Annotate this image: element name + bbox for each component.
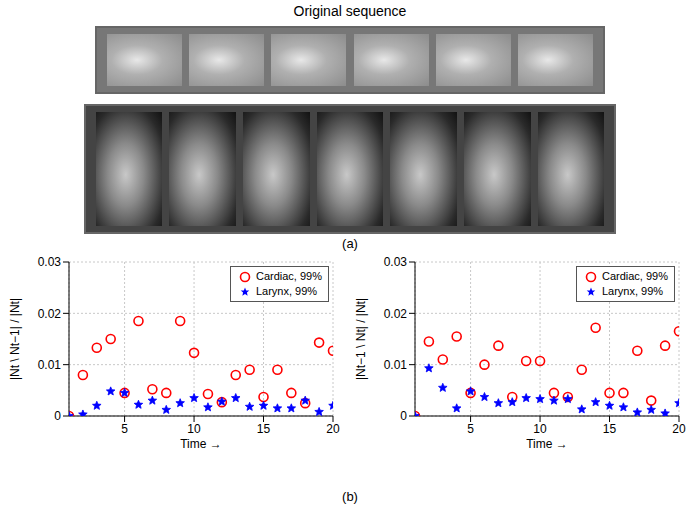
html-text:Cardiac, 99%: Cardiac, 99%	[256, 270, 322, 282]
svg-text:20: 20	[672, 422, 686, 436]
html-text:Larynx, 99%: Larynx, 99%	[256, 285, 318, 297]
svg-text:0.02: 0.02	[38, 307, 62, 321]
svg-text:0.02: 0.02	[384, 307, 408, 321]
svg-text:10: 10	[533, 422, 547, 436]
svg-text:15: 15	[603, 422, 617, 436]
svg-text:20: 20	[326, 422, 340, 436]
svg-text:10: 10	[187, 422, 201, 436]
svg-text:0.01: 0.01	[384, 358, 408, 372]
svg-text:Time →: Time →	[526, 437, 568, 451]
html-text:Original sequence: Original sequence	[293, 3, 407, 19]
html-text:Larynx, 99%: Larynx, 99%	[602, 285, 664, 297]
html-text:(a): (a)	[342, 236, 358, 251]
svg-text:15: 15	[257, 422, 271, 436]
html-text:Cardiac, 99%: Cardiac, 99%	[602, 270, 668, 282]
html-text:(b): (b)	[342, 489, 358, 504]
svg-text:0.03: 0.03	[38, 255, 62, 269]
svg-text:0: 0	[54, 409, 61, 423]
svg-text:0.03: 0.03	[384, 255, 408, 269]
svg-text:5: 5	[467, 422, 474, 436]
svg-text:|Nt−1 \ Nt| / |Nt|: |Nt−1 \ Nt| / |Nt|	[354, 298, 368, 380]
svg-text:0.01: 0.01	[38, 358, 62, 372]
svg-text:|Nt \ Nt−1| / |Nt|: |Nt \ Nt−1| / |Nt|	[8, 298, 22, 380]
svg-text:Time →: Time →	[180, 437, 222, 451]
svg-text:0: 0	[400, 409, 407, 423]
svg-text:5: 5	[121, 422, 128, 436]
